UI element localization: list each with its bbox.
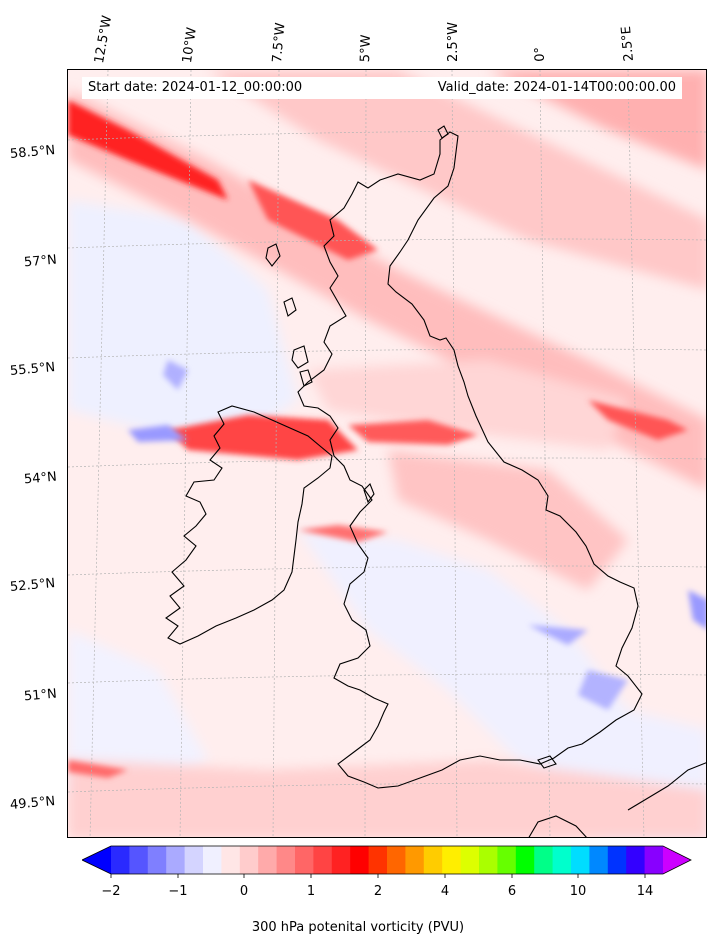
colorbar-cell <box>221 846 241 874</box>
colorbar-cell <box>589 846 609 874</box>
colorbar-cell <box>129 846 149 874</box>
negative-pv-streaks <box>128 360 706 710</box>
france-coast <box>627 762 706 811</box>
ireland-coast <box>165 405 333 645</box>
colorbar-cell <box>479 846 498 874</box>
colorbar-cell <box>626 846 646 874</box>
colorbar-tick-1: 1 <box>306 884 316 899</box>
colorbar-cell <box>295 846 314 874</box>
colorbar-cell <box>387 846 406 874</box>
colorbar-cell <box>644 846 664 874</box>
colorbar-cell <box>460 846 480 874</box>
colorbar-cell <box>442 846 462 874</box>
colorbar-extend-low <box>82 846 111 874</box>
colorbar-cell <box>331 846 351 874</box>
lat-label-57n: 57°N <box>23 252 58 271</box>
colorbar-cell <box>147 846 167 874</box>
colorbar-cell <box>184 846 204 874</box>
colorbar-cell <box>258 846 278 874</box>
colorbar-tick-6: 6 <box>507 884 517 899</box>
lat-label-52-5n: 52.5°N <box>9 576 56 595</box>
lon-label-2-5w: 2.5°W <box>446 21 461 62</box>
colorbar-cell <box>276 846 296 874</box>
start-date-label: Start date: 2024-01-12_00:00:00 <box>88 80 303 95</box>
colorbar-cell <box>405 846 425 874</box>
lon-label-0: 0° <box>532 46 548 62</box>
pv-field-map <box>68 70 706 837</box>
colorbar-cell <box>203 846 222 874</box>
valid-date-label: Valid_date: 2024-01-14T00:00:00.00 <box>437 80 676 95</box>
colorbar-cell <box>571 846 590 874</box>
lat-label-51n: 51°N <box>23 686 58 705</box>
colorbar-extend-high <box>663 846 691 874</box>
lon-label-12-5w: 12.5°W <box>92 14 116 65</box>
colorbar-tick-14: 14 <box>636 884 654 899</box>
colorbar-tick-2: 2 <box>373 884 383 899</box>
lat-label-55-5n: 55.5°N <box>9 360 56 379</box>
colorbar-tick-0: 0 <box>239 884 249 899</box>
lat-label-49-5n: 49.5°N <box>9 794 56 813</box>
lon-label-5w: 5°W <box>358 34 374 63</box>
lon-label-10w: 10°W <box>180 26 200 65</box>
colorbar-cell <box>497 846 517 874</box>
map-panel <box>67 69 707 838</box>
colorbar-cell <box>313 846 333 874</box>
strong-pv-streaks <box>68 100 688 778</box>
colorbar-tick-neg1: −1 <box>168 884 188 899</box>
lat-label-54n: 54°N <box>23 469 58 488</box>
coastlines <box>165 125 706 837</box>
colorbar-cell <box>166 846 186 874</box>
great-britain-coast <box>297 131 643 789</box>
colorbar-cell <box>534 846 554 874</box>
colorbar-tick-4: 4 <box>440 884 450 899</box>
colorbar-tick-10: 10 <box>569 884 587 899</box>
colorbar-cell <box>111 846 130 874</box>
colorbar-cell <box>350 846 370 874</box>
lon-label-2-5e: 2.5°E <box>618 25 637 62</box>
colorbar-tick-neg2: −2 <box>101 884 121 899</box>
colorbar-label: 300 hPa potenital vorticity (PVU) <box>251 920 465 935</box>
colorbar-cell <box>552 846 572 874</box>
colorbar-cell <box>423 846 443 874</box>
lat-label-58-5n: 58.5°N <box>9 143 56 162</box>
colorbar-cell <box>607 846 627 874</box>
date-info-box: Start date: 2024-01-12_00:00:00 Valid_da… <box>82 77 682 99</box>
colorbar-cell <box>368 846 388 874</box>
lon-label-7-5w: 7.5°W <box>270 22 289 64</box>
colorbar-cell <box>239 846 259 874</box>
colorbar-cell <box>515 846 535 874</box>
high-pv-bands <box>68 70 706 837</box>
graticule <box>68 70 706 837</box>
colorbar <box>82 845 692 878</box>
